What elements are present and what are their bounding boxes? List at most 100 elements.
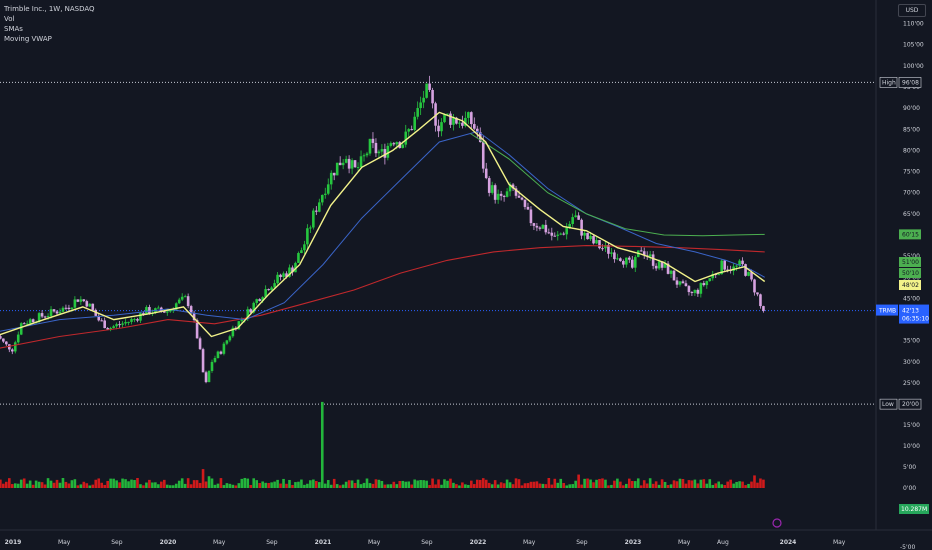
volume-bar <box>246 478 250 488</box>
candle-body <box>127 321 130 323</box>
volume-bar <box>645 483 649 488</box>
candle-body <box>335 162 339 176</box>
volume-bar <box>744 485 747 488</box>
volume-bar <box>201 469 205 488</box>
candle-body <box>338 162 342 166</box>
volume-bar <box>702 479 706 488</box>
volume-bar <box>237 483 241 488</box>
volume-tick-label: 15'00 <box>903 422 920 429</box>
volume-bar <box>756 482 759 488</box>
volume-bar <box>404 481 408 488</box>
volume-bar <box>115 480 118 488</box>
candle-body <box>37 313 41 322</box>
candle-body <box>493 185 497 200</box>
symbol-tag-bg <box>876 304 898 316</box>
volume-bar <box>738 481 741 488</box>
candle-body <box>130 319 133 322</box>
volume-bar <box>449 478 452 488</box>
candle-body <box>666 263 670 274</box>
candle-body <box>300 250 303 254</box>
candle-body <box>198 338 202 350</box>
candle-body <box>696 289 700 294</box>
candle-body <box>13 342 17 352</box>
legend-item-vwap[interactable]: Moving VWAP <box>4 35 52 43</box>
candle-body <box>473 124 476 129</box>
volume-bar <box>678 478 682 488</box>
candle-body <box>261 297 264 302</box>
candle-body <box>356 167 360 169</box>
candle-body <box>288 267 291 277</box>
candle-body <box>660 261 664 268</box>
candle-body <box>222 343 226 354</box>
candle-body <box>106 328 109 330</box>
volume-tag-label: 10.287M <box>901 506 927 513</box>
price-tick-label: 30'00 <box>903 359 920 366</box>
volume-bar <box>163 479 166 488</box>
candle-body <box>228 336 232 341</box>
candle-body <box>136 319 139 321</box>
candle-body <box>678 281 682 285</box>
candle-body <box>580 219 583 236</box>
candle-body <box>148 307 151 314</box>
candle-body <box>2 338 5 342</box>
candle-body <box>550 232 554 236</box>
candle-body <box>318 202 321 212</box>
volume-bar <box>297 481 300 488</box>
candle-body <box>118 324 121 326</box>
legend-item-vol[interactable]: Vol <box>4 15 15 23</box>
volume-bar <box>759 478 762 488</box>
candle-body <box>97 315 101 321</box>
volume-bar <box>303 484 306 488</box>
candle-body <box>568 223 571 228</box>
volume-bar <box>526 483 530 488</box>
candle-body <box>672 270 676 281</box>
volume-bar <box>562 482 566 488</box>
candle-body <box>320 194 324 203</box>
volume-bar <box>461 482 464 488</box>
volume-bar <box>359 484 363 488</box>
currency-button[interactable]: USD <box>898 4 926 17</box>
volume-tick-label: 5'00 <box>903 464 916 471</box>
legend-title[interactable]: Trimble Inc., 1W, NASDAQ <box>4 5 95 13</box>
volume-bar <box>514 478 518 488</box>
volume-bar <box>130 479 133 488</box>
volume-bar <box>538 483 542 488</box>
candle-body <box>58 311 62 314</box>
candle-body <box>207 370 211 383</box>
candle-body <box>246 309 250 319</box>
volume-bar <box>651 483 655 488</box>
volume-bar <box>124 479 127 488</box>
candle-body <box>192 312 196 321</box>
sma-slow-line <box>470 133 765 237</box>
candle-body <box>613 252 616 260</box>
volume-bar <box>347 480 351 488</box>
volume-bar <box>568 484 571 488</box>
volume-bar <box>264 482 267 488</box>
volume-bar <box>598 478 601 488</box>
volume-bar <box>517 479 521 488</box>
time-tick-label: May <box>58 539 71 546</box>
time-tick-label: 2024 <box>780 539 797 546</box>
candle-body <box>43 316 47 318</box>
volume-bar <box>705 483 709 488</box>
volume-bar <box>717 481 721 488</box>
time-tick-label: 2022 <box>470 539 487 546</box>
time-tick-label: Aug <box>717 539 729 546</box>
volume-bar <box>40 482 44 488</box>
volume-bar <box>571 484 574 488</box>
candle-body <box>350 160 354 169</box>
indicator-tag-label: 48'02 <box>902 282 919 289</box>
volume-bar <box>46 478 50 488</box>
volume-bar <box>401 480 405 488</box>
volume-bar <box>595 479 598 488</box>
time-tick-label: May <box>213 539 226 546</box>
legend-item-smas[interactable]: SMAs <box>4 25 23 33</box>
volume-bar <box>165 484 169 488</box>
candle-body <box>186 296 190 307</box>
candle-body <box>19 323 23 335</box>
volume-bar <box>431 478 434 488</box>
volume-bar <box>580 484 583 488</box>
volume-bar <box>660 479 664 488</box>
volume-bar <box>10 484 14 488</box>
